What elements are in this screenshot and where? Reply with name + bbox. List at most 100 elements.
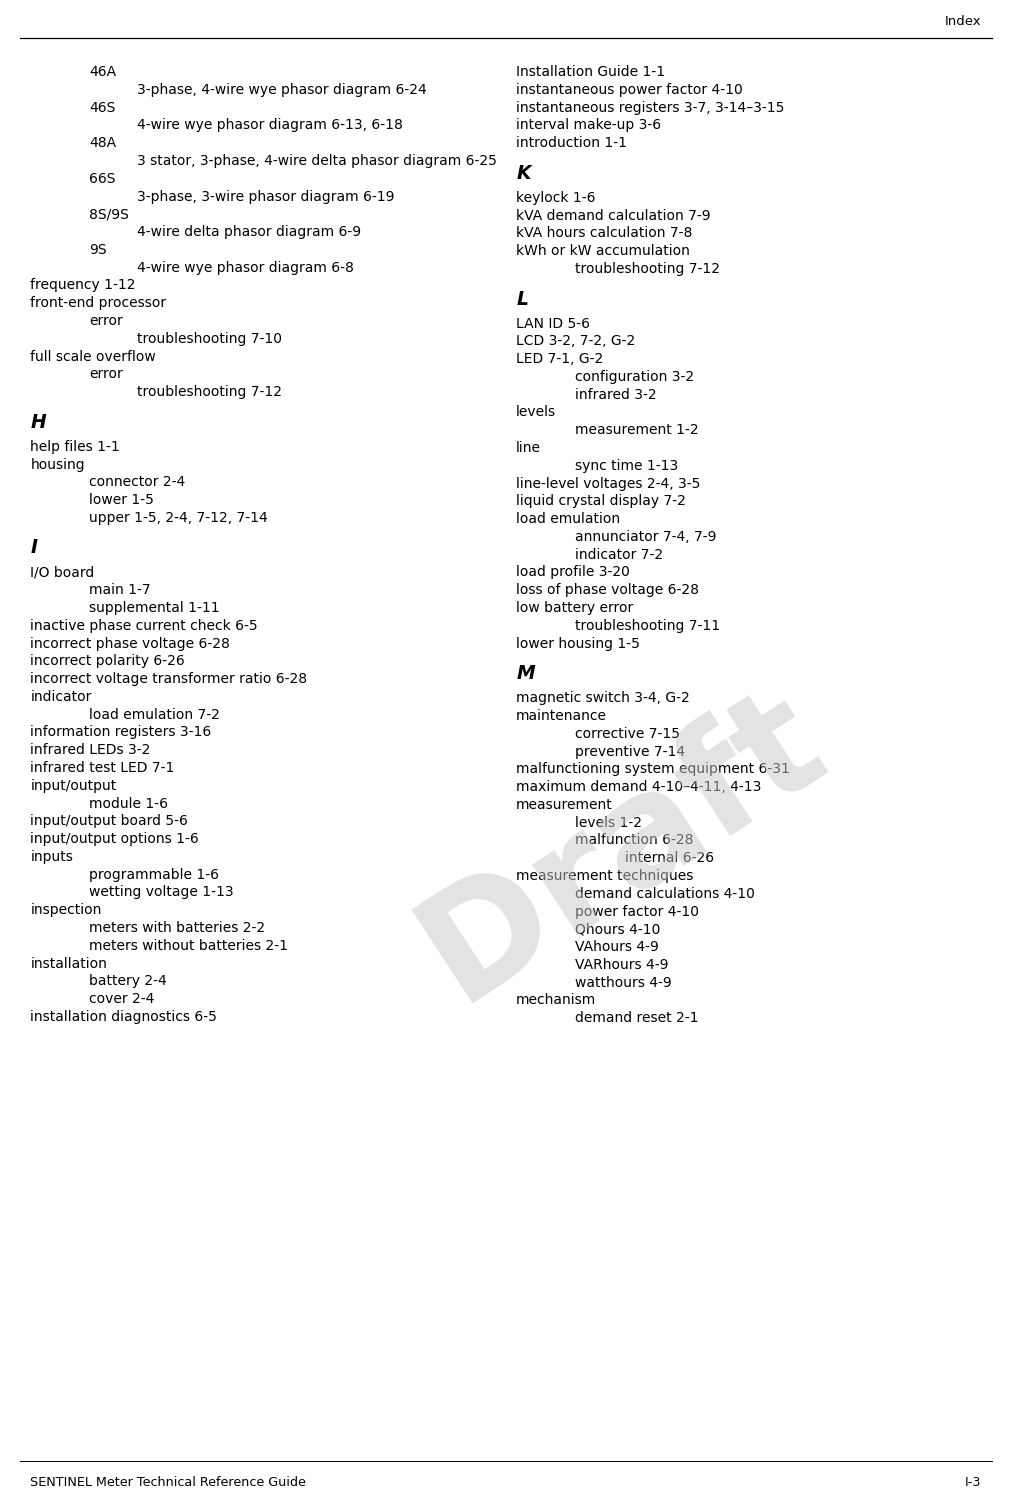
Text: watthours 4-9: watthours 4-9 [574, 975, 671, 990]
Text: keylock 1-6: keylock 1-6 [516, 190, 595, 205]
Text: Draft: Draft [395, 662, 848, 1031]
Text: maximum demand 4-10–4-11, 4-13: maximum demand 4-10–4-11, 4-13 [516, 780, 760, 794]
Text: measurement techniques: measurement techniques [516, 869, 693, 882]
Text: programmable 1-6: programmable 1-6 [89, 867, 218, 882]
Text: I/O board: I/O board [30, 565, 94, 580]
Text: corrective 7-15: corrective 7-15 [574, 727, 679, 740]
Text: upper 1-5, 2-4, 7-12, 7-14: upper 1-5, 2-4, 7-12, 7-14 [89, 511, 268, 524]
Text: 46A: 46A [89, 64, 116, 79]
Text: 4-wire delta phasor diagram 6-9: 4-wire delta phasor diagram 6-9 [136, 225, 360, 240]
Text: meters without batteries 2-1: meters without batteries 2-1 [89, 939, 288, 953]
Text: 4-wire wye phasor diagram 6-13, 6-18: 4-wire wye phasor diagram 6-13, 6-18 [136, 118, 402, 132]
Text: mechanism: mechanism [516, 993, 595, 1007]
Text: loss of phase voltage 6-28: loss of phase voltage 6-28 [516, 583, 699, 598]
Text: infrared test LED 7-1: infrared test LED 7-1 [30, 761, 175, 774]
Text: LAN ID 5-6: LAN ID 5-6 [516, 316, 589, 331]
Text: incorrect phase voltage 6-28: incorrect phase voltage 6-28 [30, 637, 231, 650]
Text: load emulation: load emulation [516, 512, 620, 526]
Text: information registers 3-16: information registers 3-16 [30, 725, 211, 740]
Text: H: H [30, 413, 47, 431]
Text: incorrect voltage transformer ratio 6-28: incorrect voltage transformer ratio 6-28 [30, 673, 307, 686]
Text: 48A: 48A [89, 136, 116, 150]
Text: troubleshooting 7-12: troubleshooting 7-12 [136, 385, 281, 398]
Text: I-3: I-3 [964, 1476, 981, 1489]
Text: demand calculations 4-10: demand calculations 4-10 [574, 887, 754, 900]
Text: maintenance: maintenance [516, 709, 607, 724]
Text: incorrect polarity 6-26: incorrect polarity 6-26 [30, 655, 185, 668]
Text: 4-wire wye phasor diagram 6-8: 4-wire wye phasor diagram 6-8 [136, 261, 353, 274]
Text: I: I [30, 538, 37, 557]
Text: internal 6-26: internal 6-26 [625, 851, 714, 866]
Text: Qhours 4-10: Qhours 4-10 [574, 923, 659, 936]
Text: measurement 1-2: measurement 1-2 [574, 424, 698, 437]
Text: instantaneous registers 3-7, 3-14–3-15: instantaneous registers 3-7, 3-14–3-15 [516, 100, 784, 115]
Text: low battery error: low battery error [516, 601, 633, 616]
Text: wetting voltage 1-13: wetting voltage 1-13 [89, 885, 234, 899]
Text: 3-phase, 4-wire wye phasor diagram 6-24: 3-phase, 4-wire wye phasor diagram 6-24 [136, 82, 426, 97]
Text: housing: housing [30, 457, 85, 472]
Text: kVA hours calculation 7-8: kVA hours calculation 7-8 [516, 226, 692, 240]
Text: malfunctioning system equipment 6-31: malfunctioning system equipment 6-31 [516, 762, 790, 776]
Text: 8S/9S: 8S/9S [89, 207, 128, 222]
Text: line: line [516, 440, 541, 455]
Text: annunciator 7-4, 7-9: annunciator 7-4, 7-9 [574, 530, 716, 544]
Text: input/output: input/output [30, 779, 116, 792]
Text: battery 2-4: battery 2-4 [89, 974, 167, 989]
Text: lower housing 1-5: lower housing 1-5 [516, 637, 639, 650]
Text: 66S: 66S [89, 172, 115, 186]
Text: input/output board 5-6: input/output board 5-6 [30, 815, 188, 828]
Text: Index: Index [944, 15, 981, 28]
Text: SENTINEL Meter Technical Reference Guide: SENTINEL Meter Technical Reference Guide [30, 1476, 306, 1489]
Text: troubleshooting 7-11: troubleshooting 7-11 [574, 619, 719, 632]
Text: error: error [89, 315, 122, 328]
Text: liquid crystal display 7-2: liquid crystal display 7-2 [516, 494, 685, 508]
Text: M: M [516, 664, 534, 683]
Text: installation diagnostics 6-5: installation diagnostics 6-5 [30, 1010, 217, 1025]
Text: inactive phase current check 6-5: inactive phase current check 6-5 [30, 619, 258, 632]
Text: levels 1-2: levels 1-2 [574, 815, 641, 830]
Text: inspection: inspection [30, 903, 102, 917]
Text: installation: installation [30, 957, 107, 971]
Text: indicator 7-2: indicator 7-2 [574, 548, 662, 562]
Text: lower 1-5: lower 1-5 [89, 493, 154, 508]
Text: front-end processor: front-end processor [30, 297, 167, 310]
Text: power factor 4-10: power factor 4-10 [574, 905, 699, 918]
Text: malfunction 6-28: malfunction 6-28 [574, 833, 693, 848]
Text: Installation Guide 1-1: Installation Guide 1-1 [516, 64, 664, 79]
Text: indicator: indicator [30, 691, 92, 704]
Text: meters with batteries 2-2: meters with batteries 2-2 [89, 921, 265, 935]
Text: input/output options 1-6: input/output options 1-6 [30, 831, 199, 846]
Text: load emulation 7-2: load emulation 7-2 [89, 707, 219, 722]
Text: cover 2-4: cover 2-4 [89, 992, 155, 1007]
Text: 3-phase, 3-wire phasor diagram 6-19: 3-phase, 3-wire phasor diagram 6-19 [136, 190, 393, 204]
Text: frequency 1-12: frequency 1-12 [30, 279, 135, 292]
Text: inputs: inputs [30, 849, 73, 864]
Text: kVA demand calculation 7-9: kVA demand calculation 7-9 [516, 208, 710, 223]
Text: levels: levels [516, 406, 556, 419]
Text: supplemental 1-11: supplemental 1-11 [89, 601, 219, 616]
Text: module 1-6: module 1-6 [89, 797, 168, 810]
Text: L: L [516, 289, 528, 309]
Text: interval make-up 3-6: interval make-up 3-6 [516, 118, 660, 132]
Text: kWh or kW accumulation: kWh or kW accumulation [516, 244, 690, 258]
Text: error: error [89, 367, 122, 382]
Text: LED 7-1, G-2: LED 7-1, G-2 [516, 352, 603, 366]
Text: line-level voltages 2-4, 3-5: line-level voltages 2-4, 3-5 [516, 476, 700, 490]
Text: connector 2-4: connector 2-4 [89, 475, 185, 490]
Text: infrared 3-2: infrared 3-2 [574, 388, 656, 401]
Text: full scale overflow: full scale overflow [30, 349, 156, 364]
Text: help files 1-1: help files 1-1 [30, 440, 120, 454]
Text: introduction 1-1: introduction 1-1 [516, 136, 627, 150]
Text: troubleshooting 7-12: troubleshooting 7-12 [574, 262, 719, 276]
Text: troubleshooting 7-10: troubleshooting 7-10 [136, 333, 281, 346]
Text: magnetic switch 3-4, G-2: magnetic switch 3-4, G-2 [516, 691, 690, 706]
Text: preventive 7-14: preventive 7-14 [574, 745, 684, 758]
Text: 46S: 46S [89, 100, 115, 115]
Text: LCD 3-2, 7-2, G-2: LCD 3-2, 7-2, G-2 [516, 334, 635, 349]
Text: load profile 3-20: load profile 3-20 [516, 565, 630, 580]
Text: VARhours 4-9: VARhours 4-9 [574, 957, 667, 972]
Text: 3 stator, 3-phase, 4-wire delta phasor diagram 6-25: 3 stator, 3-phase, 4-wire delta phasor d… [136, 154, 496, 168]
Text: configuration 3-2: configuration 3-2 [574, 370, 694, 383]
Text: measurement: measurement [516, 798, 613, 812]
Text: K: K [516, 163, 530, 183]
